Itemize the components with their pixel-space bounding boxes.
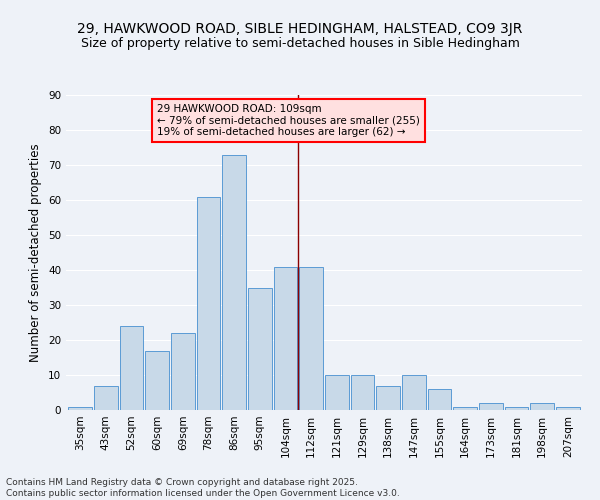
Bar — [530, 403, 554, 410]
Bar — [325, 375, 349, 410]
Bar — [94, 386, 118, 410]
Bar — [299, 266, 323, 410]
Bar — [454, 406, 477, 410]
Bar — [171, 333, 194, 410]
Bar — [145, 350, 169, 410]
Text: Contains HM Land Registry data © Crown copyright and database right 2025.
Contai: Contains HM Land Registry data © Crown c… — [6, 478, 400, 498]
Bar — [505, 406, 529, 410]
Bar — [350, 375, 374, 410]
Bar — [479, 403, 503, 410]
Bar — [223, 154, 246, 410]
Bar — [402, 375, 425, 410]
Text: 29 HAWKWOOD ROAD: 109sqm
← 79% of semi-detached houses are smaller (255)
19% of : 29 HAWKWOOD ROAD: 109sqm ← 79% of semi-d… — [157, 104, 420, 137]
Bar — [376, 386, 400, 410]
Bar — [274, 266, 298, 410]
Text: 29, HAWKWOOD ROAD, SIBLE HEDINGHAM, HALSTEAD, CO9 3JR: 29, HAWKWOOD ROAD, SIBLE HEDINGHAM, HALS… — [77, 22, 523, 36]
Bar — [68, 406, 92, 410]
Bar — [119, 326, 143, 410]
Y-axis label: Number of semi-detached properties: Number of semi-detached properties — [29, 143, 43, 362]
Bar — [197, 196, 220, 410]
Bar — [556, 406, 580, 410]
Bar — [428, 389, 451, 410]
Bar — [248, 288, 272, 410]
Text: Size of property relative to semi-detached houses in Sible Hedingham: Size of property relative to semi-detach… — [80, 38, 520, 51]
